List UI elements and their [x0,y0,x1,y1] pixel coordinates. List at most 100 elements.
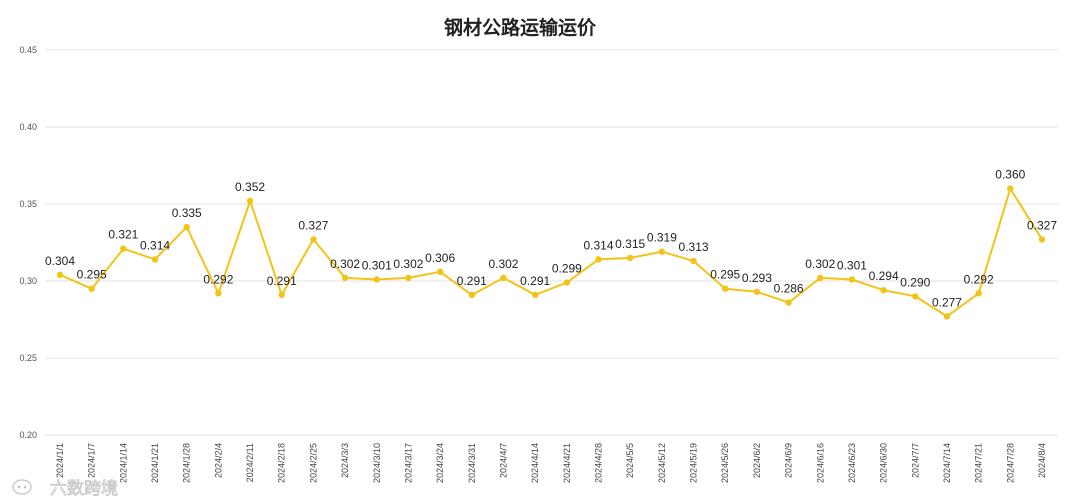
y-tick-label: 0.45 [19,45,37,55]
x-tick-label: 2024/5/26 [720,443,730,483]
x-tick-label: 2024/3/17 [403,443,413,483]
data-label: 0.291 [520,274,550,288]
data-point [120,245,127,252]
watermark: 六数跨境 [12,479,118,499]
data-point [1007,185,1014,192]
x-tick-label: 2024/6/16 [815,443,825,483]
data-point [278,291,285,299]
data-label: 0.315 [615,237,645,251]
data-labels: 0.3040.2950.3210.3140.3350.2920.3520.291… [45,168,1057,310]
data-point [468,291,476,299]
x-tick-label: 2024/3/10 [372,443,382,483]
data-point [943,313,951,320]
data-label: 0.292 [964,272,994,286]
data-label: 0.304 [45,254,75,268]
x-tick-label: 2024/5/5 [625,443,635,478]
x-tick-label: 2024/1/21 [150,443,160,483]
x-tick-label: 2024/4/28 [594,443,604,483]
x-tick-label: 2024/6/23 [847,443,857,483]
x-tick-label: 2024/1/1 [55,443,65,478]
data-label: 0.295 [710,268,740,282]
data-point [912,293,919,300]
data-point [405,274,412,282]
x-tick-label: 2024/1/14 [118,443,128,483]
data-label: 0.291 [457,274,487,288]
data-label: 0.301 [362,258,392,272]
data-label: 0.301 [837,258,867,272]
y-tick-label: 0.40 [19,122,37,132]
data-point [817,274,824,282]
data-label: 0.302 [330,257,360,271]
x-tick-label: 2024/6/30 [879,443,889,483]
chart-title: 钢材公路运输运价 [444,16,597,39]
data-point [56,271,64,279]
y-tick-label: 0.20 [19,430,37,440]
y-tick-label: 0.35 [19,199,37,209]
x-tick-label: 2024/8/4 [1037,443,1047,478]
data-point [500,274,507,282]
x-tick-label: 2024/1/7 [87,443,97,478]
x-tick-label: 2024/2/18 [277,443,287,483]
x-axis-ticks: 2024/1/1 2024/1/7 2024/1/14 2024/1/21 2024/1… [55,443,1047,483]
data-label: 0.290 [900,275,930,289]
data-point [531,291,539,299]
x-tick-label: 2024/3/3 [340,443,350,478]
data-label: 0.299 [552,262,582,276]
data-point [626,254,634,262]
data-point [246,197,254,205]
x-tick-label: 2024/7/28 [1005,443,1015,483]
data-point [595,256,602,263]
data-label: 0.292 [203,272,233,286]
data-point [310,236,317,243]
data-points [56,185,1046,320]
data-point [848,276,856,283]
data-label: 0.314 [584,238,614,252]
data-point [753,288,761,295]
data-label: 0.277 [932,295,962,309]
series-line-layer [59,187,1043,318]
data-label: 0.321 [108,228,138,242]
data-label: 0.319 [647,231,677,245]
x-tick-label: 2024/7/21 [974,443,984,483]
data-label: 0.335 [172,206,202,220]
data-point [183,223,190,231]
data-point [436,268,444,275]
data-point [785,299,792,306]
chat-bubble-logo-icon [12,479,32,495]
x-tick-label: 2024/2/11 [245,443,255,482]
data-label: 0.302 [393,257,423,271]
data-point [880,287,887,294]
data-label: 0.286 [774,282,804,296]
x-tick-label: 2024/2/4 [213,443,223,478]
x-tick-label: 2024/4/7 [498,443,508,478]
data-label: 0.327 [298,218,328,232]
data-point [341,274,349,282]
y-tick-label: 0.30 [19,276,37,286]
data-point [1038,236,1046,243]
data-point [722,285,729,292]
data-label: 0.291 [267,274,297,288]
x-tick-label: 2024/3/24 [435,443,445,483]
x-tick-label: 2024/3/31 [467,443,477,483]
data-label: 0.314 [140,238,170,252]
x-tick-label: 2024/6/9 [784,443,794,478]
data-point [215,290,222,297]
x-tick-label: 2024/5/19 [689,443,699,483]
data-label: 0.352 [235,180,265,194]
data-point [975,290,982,297]
x-tick-label: 2024/7/14 [942,443,952,483]
data-label: 0.293 [742,271,772,285]
x-tick-label: 2024/4/14 [530,443,540,483]
y-axis-ticks: 0.20 0.25 0.30 0.35 0.40 0.45 [19,45,37,440]
gridlines [45,49,1058,436]
data-label: 0.313 [679,240,709,254]
data-label: 0.295 [77,268,107,282]
data-point [373,276,380,283]
data-label: 0.327 [1027,218,1057,232]
data-point [658,248,666,255]
data-label: 0.302 [488,257,518,271]
x-tick-label: 2024/4/21 [562,443,572,483]
x-tick-label: 2024/5/12 [657,443,667,483]
series-line [59,187,1043,318]
